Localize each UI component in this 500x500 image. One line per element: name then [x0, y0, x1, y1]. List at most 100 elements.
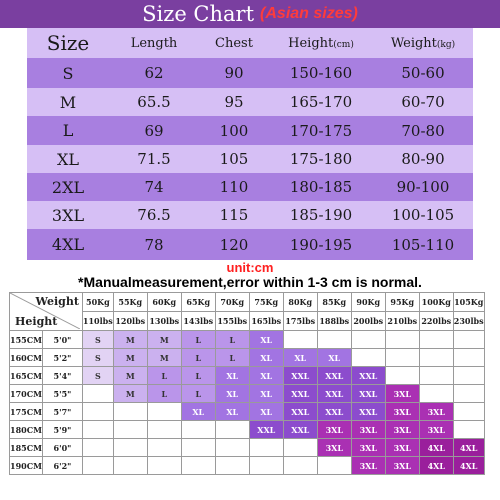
- size-row: 4XL 78 120 190-195 105-110: [27, 229, 473, 260]
- size-table-header: Size Length Chest Height(cm) Weight(kg): [27, 28, 473, 58]
- size-row: M 65.5 95 165-170 60-70: [27, 88, 473, 116]
- size-recommendation: M: [112, 348, 148, 367]
- size-recommendation: [248, 456, 284, 475]
- size-recommendation: [452, 348, 485, 367]
- size-row: 3XL 76.5 115 185-190 100-105: [27, 201, 473, 229]
- lbs-header: 200lbs: [350, 311, 386, 331]
- height-ft: 5'2": [41, 348, 83, 367]
- size-recommendation: 3XL: [384, 438, 420, 457]
- height-cell: 150-160: [289, 64, 353, 82]
- size-recommendation: M: [146, 348, 182, 367]
- height-ft: 5'9": [41, 420, 83, 439]
- size-recommendation: XL: [214, 366, 250, 385]
- height-cm: 175CM: [9, 402, 43, 421]
- kg-header: 65Kg: [180, 292, 216, 312]
- header-height-unit: (cm): [333, 39, 354, 50]
- kg-header: 95Kg: [384, 292, 420, 312]
- grid-header-lbs: 110lbs 120lbs 130lbs 143lbs 155lbs 165lbs 175l…: [10, 311, 485, 331]
- size-recommendation: [418, 330, 454, 349]
- size-recommendation: [146, 402, 182, 421]
- size-recommendation: [316, 330, 352, 349]
- size-recommendation: XL: [180, 402, 216, 421]
- weight-cell: 80-90: [401, 150, 445, 168]
- kg-header: 75Kg: [248, 292, 284, 312]
- lbs-header: 220lbs: [418, 311, 454, 331]
- lbs-header: 120lbs: [112, 311, 148, 331]
- height-cell: 185-190: [289, 206, 353, 224]
- size-recommendation: [81, 402, 114, 421]
- height-cell: 180-185: [289, 178, 353, 196]
- size-recommendation: XXL: [350, 366, 386, 385]
- corner-diagonal: [10, 293, 80, 329]
- size-cell: XL: [56, 149, 79, 169]
- size-recommendation: [350, 348, 386, 367]
- height-cell: 165-170: [289, 93, 353, 111]
- header-height: Height(cm): [269, 36, 373, 51]
- chart-title: Size Chart: [142, 2, 255, 26]
- size-recommendation: L: [180, 330, 216, 349]
- size-recommendation: [384, 348, 420, 367]
- header-size: Size: [46, 31, 90, 55]
- height-ft: 5'7": [41, 402, 83, 421]
- size-recommendation: [112, 402, 148, 421]
- size-recommendation: XXL: [282, 366, 318, 385]
- length-cell: 74: [144, 178, 164, 196]
- chest-cell: 105: [219, 150, 249, 168]
- chest-cell: 110: [219, 178, 249, 196]
- height-cm: 160CM: [9, 348, 43, 367]
- size-recommendation: XXL: [248, 420, 284, 439]
- size-recommendation: [81, 384, 114, 403]
- size-recommendation: [418, 348, 454, 367]
- grid-corner: Weight Height: [9, 292, 83, 331]
- size-recommendation: S: [81, 348, 114, 367]
- weight-height-grid: Weight Height 50Kg 55Kg 60Kg 65Kg 70Kg 75Kg 80Kg…: [9, 292, 485, 475]
- size-recommendation: [282, 330, 318, 349]
- lbs-header: 210lbs: [384, 311, 420, 331]
- size-cell: S: [62, 63, 74, 83]
- size-recommendation: XL: [248, 366, 284, 385]
- size-recommendation: 3XL: [350, 420, 386, 439]
- size-recommendation: 4XL: [418, 438, 454, 457]
- grid-row: 155CM 5'0" S M M L L XL: [9, 330, 485, 349]
- height-cell: 170-175: [289, 121, 353, 140]
- lbs-header: 175lbs: [282, 311, 318, 331]
- size-row: L 69 100 170-175 70-80: [27, 116, 473, 145]
- size-recommendation: XL: [282, 348, 318, 367]
- height-cm: 180CM: [9, 420, 43, 439]
- size-recommendation: 3XL: [316, 420, 352, 439]
- size-recommendation: 3XL: [418, 420, 454, 439]
- chest-cell: 100: [219, 121, 249, 140]
- grid-row: 175CM 5'7" XL XL XL XXL XXL XXL 3XL 3XL: [9, 402, 485, 421]
- size-recommendation: [248, 438, 284, 457]
- kg-header: 105Kg: [452, 292, 485, 312]
- size-row: S 62 90 150-160 50-60: [27, 58, 473, 88]
- weight-label: Weight: [35, 295, 79, 308]
- grid-header-kg: Weight Height 50Kg 55Kg 60Kg 65Kg 70Kg 75Kg 80Kg…: [9, 292, 485, 331]
- kg-header: 50Kg: [81, 292, 114, 312]
- size-recommendation: [282, 456, 318, 475]
- weight-cell: 50-60: [401, 64, 445, 82]
- size-recommendation: [452, 330, 485, 349]
- size-recommendation: M: [112, 384, 148, 403]
- size-recommendation: 4XL: [452, 438, 485, 457]
- size-recommendation: XXL: [316, 402, 352, 421]
- size-recommendation: 3XL: [350, 438, 386, 457]
- size-recommendation: [452, 402, 485, 421]
- size-recommendation: XXL: [316, 366, 352, 385]
- size-recommendation: [418, 366, 454, 385]
- diagonal-line: [10, 293, 80, 329]
- size-row: XL 71.5 105 175-180 80-90: [27, 145, 473, 173]
- chest-cell: 120: [219, 235, 249, 254]
- size-recommendation: XL: [248, 384, 284, 403]
- size-recommendation: XL: [316, 348, 352, 367]
- size-recommendation: [452, 366, 485, 385]
- size-recommendation: [112, 420, 148, 439]
- length-cell: 62: [144, 64, 164, 82]
- length-cell: 76.5: [137, 206, 171, 224]
- weight-cell: 60-70: [401, 93, 445, 111]
- weight-cell: 90-100: [396, 178, 450, 196]
- height-label: Height: [15, 315, 58, 328]
- kg-header: 80Kg: [282, 292, 318, 312]
- size-recommendation: [112, 438, 148, 457]
- chest-cell: 95: [224, 93, 244, 111]
